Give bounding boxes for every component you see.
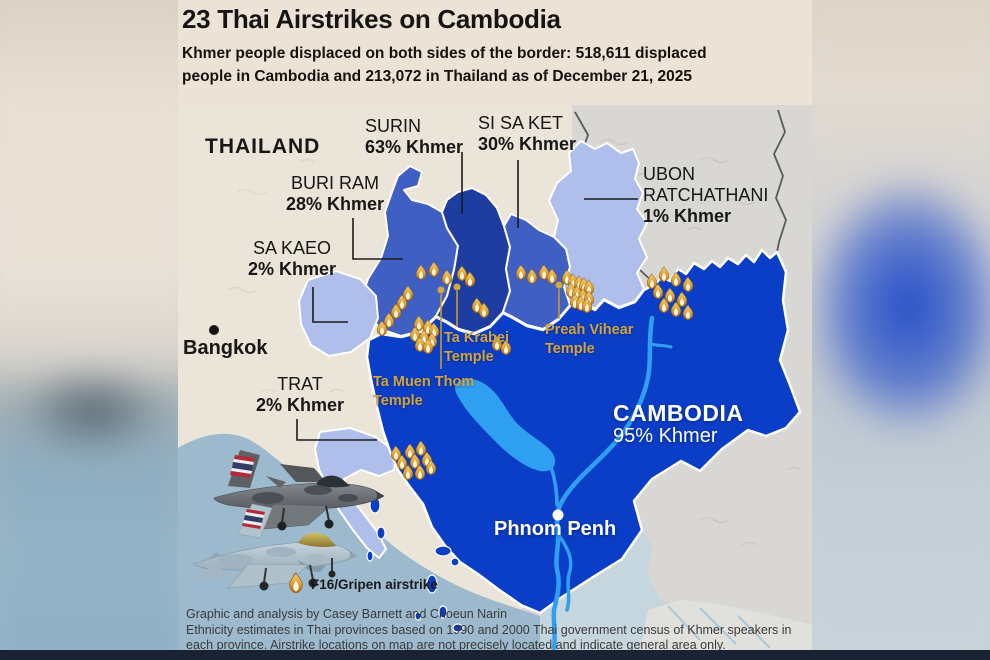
legend-label: F16/Gripen airstrike: [311, 577, 438, 592]
ubon-name-line1: UBON: [643, 164, 696, 184]
subtitle-line1: Khmer people displaced on both sides of …: [182, 45, 707, 62]
ta-krabei-line1: Ta Krabei: [444, 330, 510, 346]
province-label-si-sa-ket: SI SA KET 30% Khmer: [478, 113, 576, 155]
thailand-texture: [227, 158, 345, 393]
province-label-surin: SURIN 63% Khmer: [365, 116, 463, 158]
delta-channels: [667, 605, 771, 649]
thai-flag-f16: [246, 509, 265, 515]
si-sa-ket-pct: 30% Khmer: [478, 134, 577, 154]
cambodia-label: CAMBODIA 95% Khmer: [613, 400, 744, 447]
ta-muen-thom-marker-dot: [437, 286, 445, 294]
province-sa-kaeo-shape: [298, 270, 379, 357]
cambodia-pct: 95% Khmer: [613, 425, 718, 447]
blur-smudge: [17, 365, 168, 456]
si-sa-ket-name: SI SA KET: [478, 113, 564, 133]
infographic-panel: 23 Thai Airstrikes on Cambodia Khmer peo…: [178, 0, 812, 650]
sa-kaeo-name: SA KAEO: [252, 238, 332, 258]
blurred-backdrop-left: [0, 0, 200, 660]
label-leader-lines: [296, 152, 638, 441]
ta-krabei-marker-dot: [453, 283, 461, 291]
bangkok-dot: [209, 325, 219, 335]
temple-label-ta-muen-thom: Ta Muen Thom Temple: [373, 373, 474, 411]
credit-line: Graphic and analysis by Casey Barnett an…: [186, 607, 508, 621]
ubon-name-line2: RATCHATHANI: [643, 185, 769, 205]
thai-flag-gripen: [234, 455, 255, 462]
preah-vihear-marker-dot: [555, 281, 563, 289]
map: [178, 105, 812, 650]
phnom-penh-dot: [552, 509, 564, 521]
page-title: 23 Thai Airstrikes on Cambodia: [182, 4, 561, 34]
note-line1: Ethnicity estimates in Thai provinces ba…: [186, 622, 792, 637]
ubon-pct: 1% Khmer: [643, 206, 732, 226]
blur-blue-blob: [807, 175, 990, 436]
preah-vihear-line2: Temple: [545, 341, 595, 357]
bangkok-label: Bangkok: [183, 337, 268, 359]
footer-notes: Graphic and analysis by Casey Barnett an…: [186, 607, 791, 654]
mekong-river: [548, 315, 673, 650]
note-line2: each province. Airstrike locations on ma…: [186, 638, 726, 652]
sa-kaeo-pct: 2% Khmer: [247, 259, 337, 279]
ta-muen-thom-line1: Ta Muen Thom: [373, 374, 475, 390]
legend-flame-icon: [288, 572, 304, 593]
blurred-backdrop-right: [790, 0, 990, 660]
airstrike-legend: F16/Gripen airstrike: [288, 572, 438, 593]
province-label-ubon: UBON RATCHATHANI 1% Khmer: [643, 164, 768, 227]
surin-name: SURIN: [365, 116, 422, 136]
buri-ram-pct: 28% Khmer: [285, 194, 385, 214]
temple-markers: [437, 281, 563, 369]
province-label-buri-ram: BURI RAM 28% Khmer: [283, 173, 387, 215]
tonle-sap-lake: [455, 378, 556, 472]
temple-label-preah-vihear: Preah Vihear Temple: [545, 321, 633, 359]
phnom-penh-label: Phnom Penh: [494, 518, 617, 540]
gripen-jet-image: [213, 450, 385, 531]
preah-vihear-line1: Preah Vihear: [545, 322, 634, 338]
cambodia-shape: [365, 248, 802, 615]
buri-ram-name: BURI RAM: [290, 173, 379, 193]
temple-label-ta-krabei: Ta Krabei Temple: [444, 329, 509, 367]
province-label-sa-kaeo: SA KAEO 2% Khmer: [237, 238, 347, 280]
trat-name: TRAT: [277, 374, 323, 394]
f16-jet-image: [193, 503, 357, 591]
bottom-bar: [0, 650, 990, 660]
subtitle-line2: people in Cambodia and 213,072 in Thaila…: [182, 68, 692, 85]
thailand-label: THAILAND: [205, 135, 321, 158]
ta-muen-thom-line2: Temple: [373, 393, 423, 409]
surin-pct: 63% Khmer: [365, 137, 464, 157]
trat-pct: 2% Khmer: [255, 395, 345, 415]
coastal-islands: [366, 496, 464, 633]
subtitle: Khmer people displaced on both sides of …: [182, 42, 792, 88]
ta-krabei-line2: Temple: [444, 349, 494, 365]
mekong-delta-land: [640, 600, 812, 650]
south-coastal-sea: [540, 532, 812, 650]
province-label-trat: TRAT 2% Khmer: [250, 374, 350, 416]
cambodia-name: CAMBODIA: [613, 400, 744, 426]
